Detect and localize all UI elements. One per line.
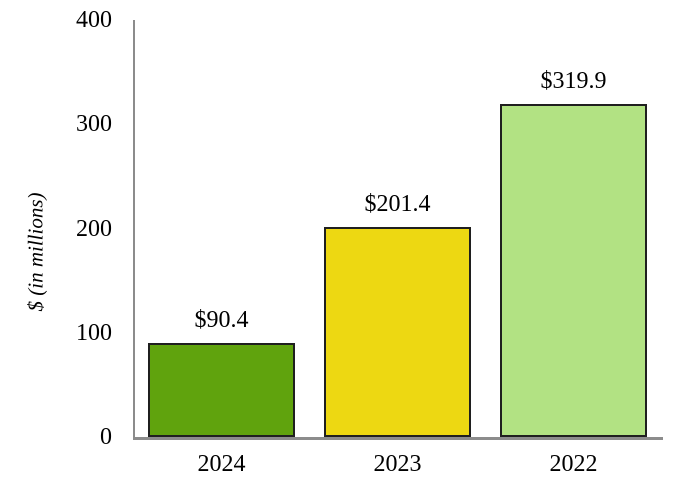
y-tick-label-200: 200: [76, 215, 112, 242]
y-tick-label-300: 300: [76, 111, 112, 138]
bar-2023: [324, 227, 471, 437]
bar-2022: [500, 103, 647, 437]
bar-value-label-2022: $319.9: [540, 67, 607, 94]
x-category-label-2024: 2024: [197, 451, 246, 477]
y-axis-line: [133, 20, 135, 439]
y-tick-label-100: 100: [76, 319, 112, 346]
x-axis-line: [133, 437, 663, 440]
y-axis-title: $ (in millions): [23, 192, 48, 312]
bar-value-label-2023: $201.4: [364, 191, 431, 218]
y-tick-label-400: 400: [76, 7, 112, 33]
x-category-label-2023: 2023: [373, 451, 422, 477]
y-tick-label-0: 0: [100, 424, 112, 450]
bar-2024: [148, 342, 295, 437]
x-category-label-2022: 2022: [549, 451, 598, 477]
bar-value-label-2024: $90.4: [194, 306, 249, 333]
